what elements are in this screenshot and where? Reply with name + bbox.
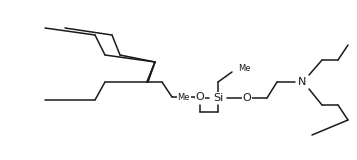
Text: Me: Me [238, 64, 251, 72]
Text: O: O [243, 93, 251, 103]
Text: Me: Me [177, 93, 190, 103]
Text: N: N [298, 77, 306, 87]
Text: Si: Si [213, 93, 223, 103]
Text: O: O [196, 92, 204, 102]
